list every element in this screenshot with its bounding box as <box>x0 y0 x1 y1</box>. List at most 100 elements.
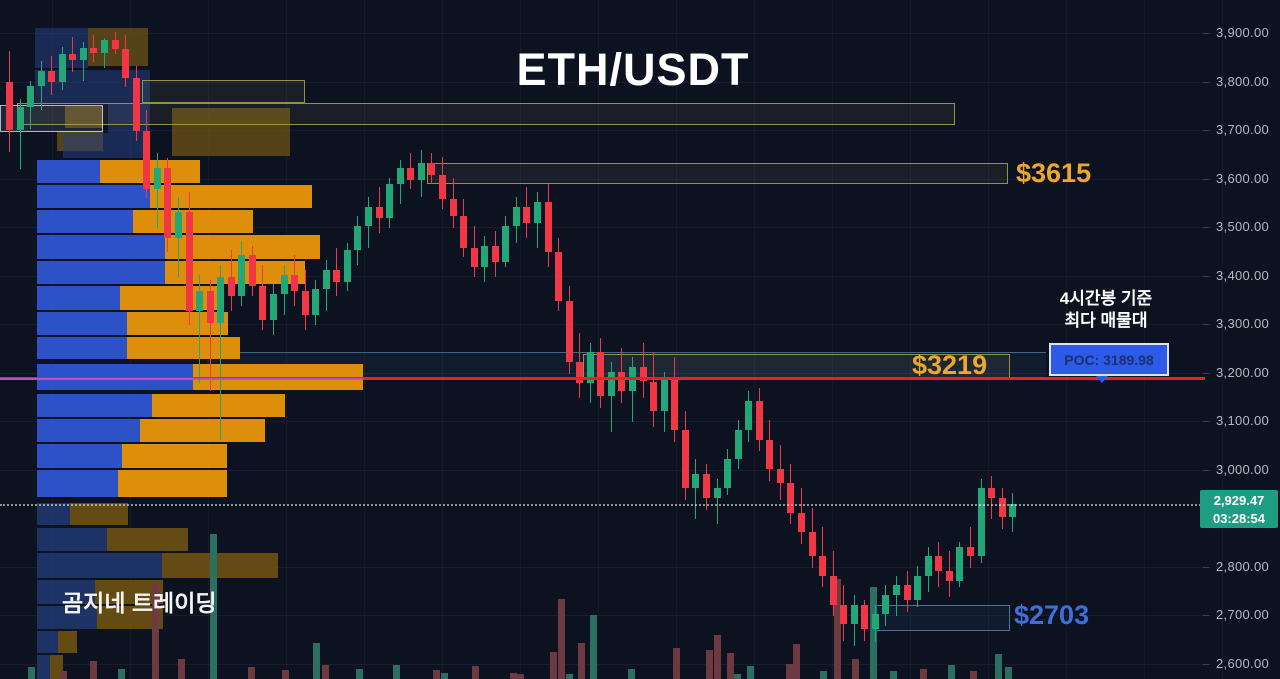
candle-body <box>586 352 594 384</box>
candle-body <box>122 48 130 78</box>
heat-block <box>65 106 103 128</box>
gridline-vertical <box>1066 0 1067 679</box>
axis-tick <box>1203 566 1209 568</box>
candle-wick <box>19 98 21 169</box>
volume-bar <box>28 667 35 679</box>
candle-body <box>671 376 679 431</box>
gridline-vertical <box>286 0 287 679</box>
candle-body <box>935 556 943 571</box>
volume-profile-sell-bar <box>152 394 285 417</box>
candle-body <box>470 247 478 267</box>
support-2703-zone <box>870 605 1010 631</box>
candle-body <box>27 86 35 107</box>
candle-body <box>945 570 953 581</box>
candle-body <box>354 226 362 251</box>
candle-body <box>903 585 911 600</box>
axis-tick <box>1203 615 1209 617</box>
volume-profile-buy-bar <box>37 210 133 233</box>
candle-body <box>555 252 563 301</box>
current-price-value: 2,929.47 <box>1213 493 1265 508</box>
candle-body <box>534 201 541 224</box>
candle-body <box>386 184 394 219</box>
gridline-horizontal <box>0 664 1212 665</box>
gridline-vertical <box>910 0 911 679</box>
volume-profile-sell-bar <box>120 286 220 310</box>
price-axis-label: 3,900.00 <box>1216 25 1270 40</box>
volume-bar <box>920 669 927 679</box>
candle-body <box>956 546 964 581</box>
candle-body <box>724 459 732 489</box>
volume-bar <box>248 667 255 679</box>
support-price-label: $2703 <box>1014 600 1090 630</box>
price-axis-label: 2,600.00 <box>1216 656 1270 671</box>
heat-block <box>63 133 108 158</box>
volume-bar <box>734 674 741 679</box>
volume-profile-buy-bar <box>37 655 50 679</box>
current-price-badge: 2,929.47 03:28:54 <box>1200 490 1278 528</box>
volume-bar <box>628 669 635 679</box>
volume-bar <box>786 664 793 679</box>
volume-profile-sell-bar <box>97 606 163 629</box>
axis-tick <box>1203 178 1209 180</box>
volume-profile-buy-bar <box>37 261 165 284</box>
candle-body <box>259 286 267 321</box>
candle-body <box>819 556 827 576</box>
gridline-horizontal <box>0 372 1212 374</box>
candle-body <box>270 294 277 321</box>
candle-body <box>396 167 404 185</box>
axis-tick <box>1203 227 1209 229</box>
volume-bar <box>995 654 1002 679</box>
volume-profile-buy-bar <box>37 394 152 417</box>
gridline-horizontal <box>0 178 1212 180</box>
candle-body <box>164 167 172 238</box>
candle-body <box>840 604 848 625</box>
volume-bar <box>970 671 977 679</box>
candle-wick <box>209 279 211 392</box>
candle-body <box>977 488 985 557</box>
candle-body <box>1009 504 1017 518</box>
candle-body <box>132 77 140 132</box>
axis-tick <box>1203 33 1209 34</box>
volume-profile-buy-bar <box>37 160 100 183</box>
volume-profile-buy-bar <box>37 528 107 551</box>
candle-body <box>438 174 446 199</box>
candle-body <box>312 289 320 316</box>
volume-profile-sell-bar <box>70 503 128 525</box>
candle-body <box>692 473 700 489</box>
candle-body <box>702 473 710 498</box>
volume-bar <box>550 652 557 679</box>
candle-body <box>491 245 499 263</box>
candle-body <box>576 362 584 384</box>
axis-tick <box>1203 372 1209 374</box>
volume-bar <box>714 635 721 679</box>
candle-body <box>196 291 204 311</box>
volume-profile-sell-bar <box>127 337 240 359</box>
candle-body <box>882 595 890 615</box>
candle-body <box>565 300 573 363</box>
volume-profile-sell-bar <box>107 528 188 551</box>
gridline-horizontal <box>0 33 1212 34</box>
candle-body <box>998 497 1006 518</box>
price-axis-label: 3,700.00 <box>1216 122 1270 138</box>
candle-body <box>660 376 668 411</box>
resistance-3615-zone <box>427 163 1008 184</box>
candle-body <box>787 483 795 513</box>
gridline-horizontal <box>0 469 1212 471</box>
volume-bar <box>852 659 859 679</box>
candle-body <box>428 163 436 175</box>
candle-body <box>111 39 119 49</box>
gridline-vertical <box>832 0 833 679</box>
candle-body <box>850 604 858 625</box>
axis-tick <box>1203 130 1209 132</box>
candle-body <box>745 400 753 431</box>
volume-bar <box>393 665 400 679</box>
candle-wick <box>220 265 222 440</box>
volume-profile-sell-bar <box>133 210 253 233</box>
candle-body <box>502 226 510 263</box>
candle-body <box>618 371 626 392</box>
volume-profile-buy-bar <box>37 580 95 604</box>
poc-value-box: POC: 3189.98 <box>1049 343 1169 376</box>
